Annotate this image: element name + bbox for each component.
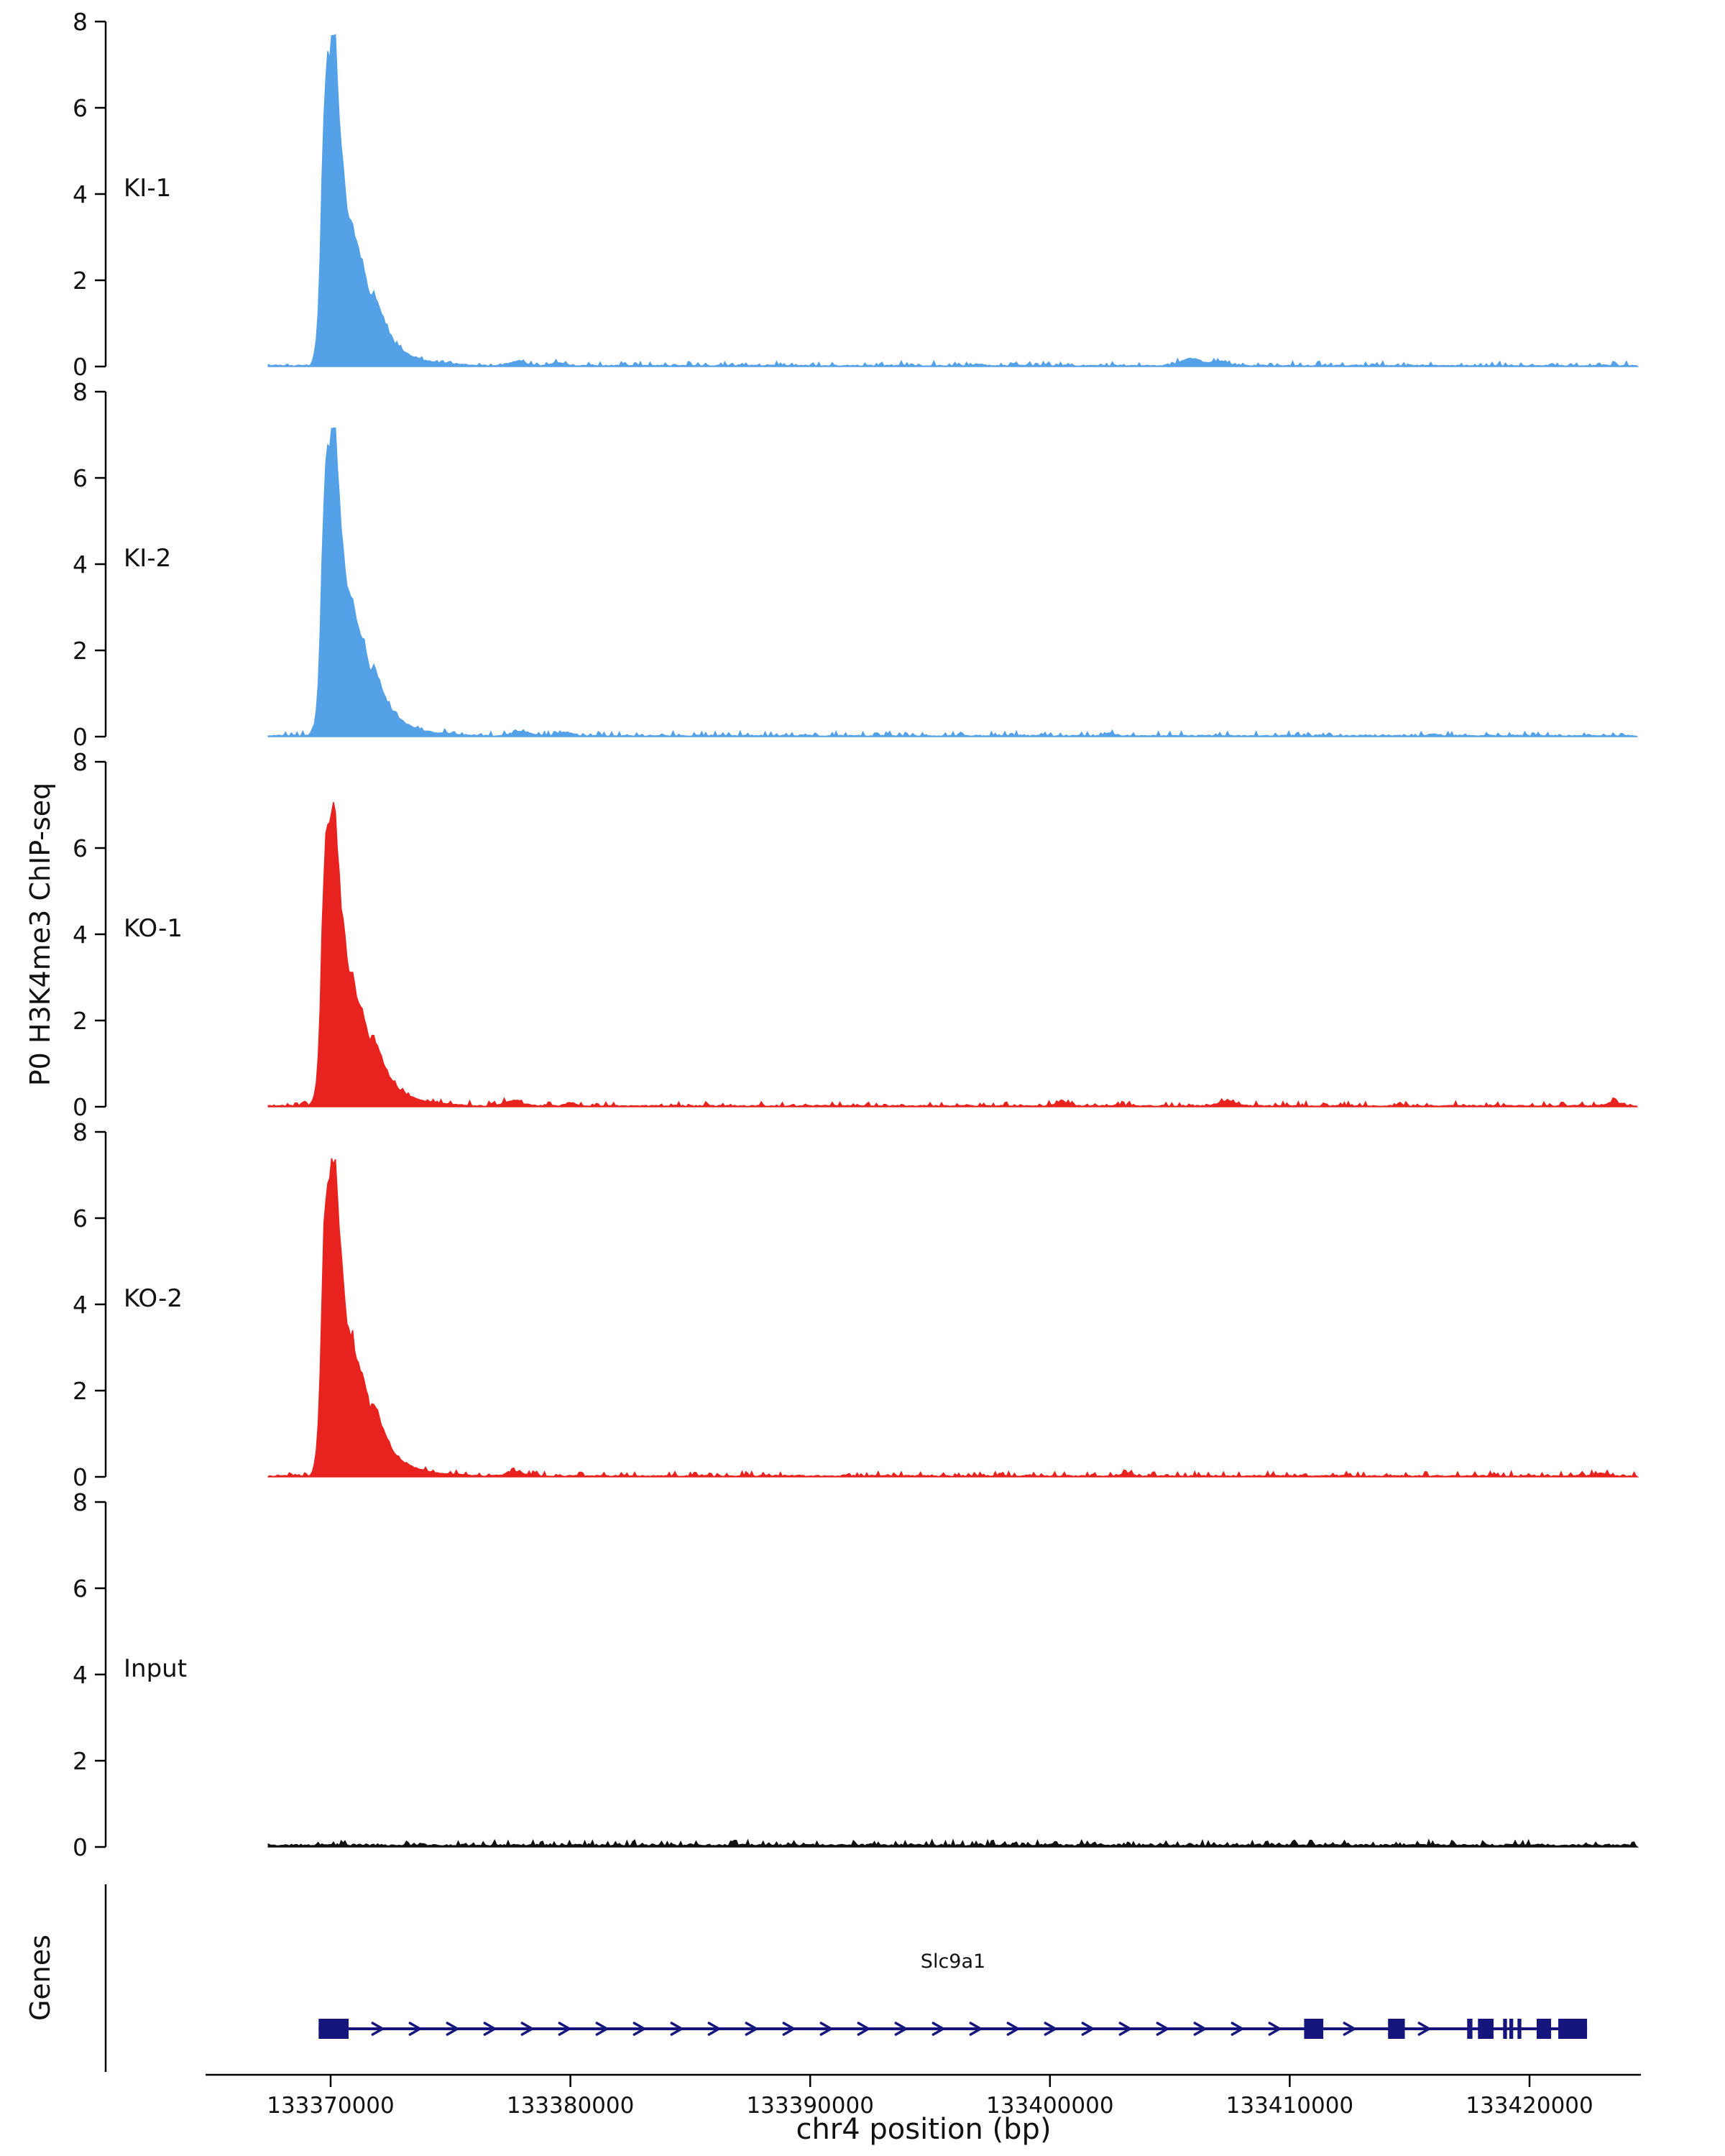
y-tick-label: 0 [73, 1093, 88, 1121]
gene-exon [1537, 2019, 1552, 2039]
strand-arrow-icon [1156, 2022, 1169, 2036]
y-tick-label: 8 [73, 1118, 88, 1146]
track-label-ko-2: KO-2 [124, 1284, 183, 1313]
signal-area-input [267, 1838, 1639, 1848]
x-axis: 133370000 133380000 133390000 133400000 1334… [206, 2073, 1641, 2119]
track-panel-ko-1: 0 2 4 6 8 KO-1 [0, 746, 1725, 1123]
y-tick-label: 2 [73, 1747, 88, 1775]
track-plot-ki-1: 0 2 4 6 8 [73, 8, 1639, 381]
signal-area-ko-1 [267, 802, 1638, 1107]
y-tick-label: 6 [73, 1204, 88, 1233]
gene-exon [1388, 2019, 1405, 2039]
track-plot-ki-2: 0 2 4 6 8 [73, 378, 1638, 751]
strand-arrow-icon [1193, 2022, 1207, 2036]
y-tick-label: 0 [73, 353, 88, 381]
x-tick-label: 133390000 [746, 2093, 874, 2119]
track-plot-ko-2: 0 2 4 6 8 [73, 1118, 1639, 1491]
strand-arrow-icon [707, 2022, 721, 2036]
track-label-ki-2: KI-2 [124, 544, 172, 573]
strand-arrow-icon [894, 2022, 908, 2036]
track-panel-ko-2: 0 2 4 6 8 KO-2 [0, 1116, 1725, 1493]
strand-arrow-icon [408, 2022, 422, 2036]
x-axis-title: chr4 position (bp) [796, 2113, 1052, 2146]
y-tick-label: 6 [73, 834, 88, 862]
strand-arrow-icon [632, 2022, 646, 2036]
strand-arrow-icon [1006, 2022, 1020, 2036]
gene-exon [1509, 2019, 1514, 2039]
y-tick-label: 8 [73, 8, 88, 36]
y-tick-label: 0 [73, 1833, 88, 1861]
x-tick-label: 133380000 [507, 2093, 635, 2119]
strand-arrow-icon [558, 2022, 571, 2036]
strand-arrow-icon [520, 2022, 534, 2036]
track-label-input: Input [124, 1654, 188, 1683]
strand-arrow-icon [446, 2022, 459, 2036]
y-tick-label: 8 [73, 1488, 88, 1516]
strand-arrow-icon [1118, 2022, 1132, 2036]
y-tick-label: 2 [73, 1377, 88, 1405]
strand-arrow-icon [483, 2022, 497, 2036]
y-tick-label: 0 [73, 1463, 88, 1491]
strand-arrow-icon [1343, 2022, 1356, 2036]
y-tick-label: 2 [73, 267, 88, 295]
gene-track [104, 1884, 1588, 2072]
strand-arrow-icon [1081, 2022, 1095, 2036]
gene-exon [1558, 2019, 1588, 2039]
strand-arrow-icon [857, 2022, 870, 2036]
y-tick-label: 4 [73, 180, 88, 208]
y-tick-label: 6 [73, 94, 88, 122]
x-tick-label: 133370000 [267, 2093, 395, 2119]
x-tick-label: 133410000 [1226, 2093, 1354, 2119]
y-tick-label: 8 [73, 378, 88, 406]
y-tick-label: 4 [73, 1661, 88, 1689]
y-tick-label: 4 [73, 1291, 88, 1319]
y-tick-label: 4 [73, 550, 88, 579]
strand-arrow-icon [1230, 2022, 1244, 2036]
strand-arrow-icon [1268, 2022, 1282, 2036]
strand-arrow-icon [782, 2022, 796, 2036]
strand-arrow-icon [670, 2022, 684, 2036]
gene-exon [1304, 2019, 1324, 2039]
signal-area-ko-2 [267, 1158, 1639, 1478]
y-tick-label: 6 [73, 464, 88, 492]
strand-arrow-icon [932, 2022, 945, 2036]
strand-arrow-icon [819, 2022, 833, 2036]
signal-area-ki-2 [267, 427, 1638, 737]
x-tick-label: 133400000 [986, 2093, 1114, 2119]
strand-arrow-icon [1044, 2022, 1057, 2036]
y-tick-label: 2 [73, 1007, 88, 1035]
track-plot-input: 0 2 4 6 8 [73, 1488, 1639, 1861]
strand-arrow-icon [1417, 2022, 1431, 2036]
gene-name-label: Slc9a1 [920, 1950, 986, 1973]
strand-arrow-icon [969, 2022, 983, 2036]
y-tick-label: 6 [73, 1575, 88, 1603]
gene-exon [1517, 2019, 1522, 2039]
y-tick-label: 2 [73, 637, 88, 665]
gene-exon [1503, 2019, 1507, 2039]
track-label-ki-1: KI-1 [124, 174, 172, 203]
strand-arrow-icon [595, 2022, 609, 2036]
track-panel-ki-1: 0 2 4 6 8 KI-1 [0, 6, 1725, 382]
gene-exon [1467, 2019, 1473, 2039]
x-tick-label: 133420000 [1466, 2093, 1593, 2119]
y-tick-label: 4 [73, 921, 88, 949]
strand-arrow-icon [371, 2022, 385, 2036]
gene-exon [318, 2019, 349, 2039]
track-panel-input: 0 2 4 6 8 Input [0, 1486, 1725, 1863]
strand-arrow-icon [745, 2022, 758, 2036]
track-panel-ki-2: 0 2 4 6 8 KI-2 [0, 376, 1725, 752]
y-tick-label: 8 [73, 748, 88, 776]
gene-exon [1478, 2019, 1494, 2039]
track-label-ko-1: KO-1 [124, 914, 183, 943]
y-tick-label: 0 [73, 723, 88, 751]
signal-area-ki-1 [267, 34, 1639, 367]
track-plot-ko-1: 0 2 4 6 8 [73, 748, 1638, 1121]
